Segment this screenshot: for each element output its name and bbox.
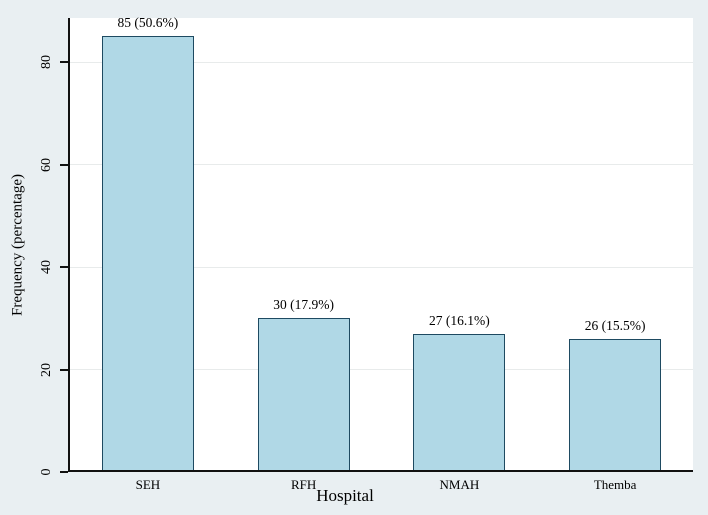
- y-tick-mark-20: [60, 368, 68, 371]
- y-tick-mark-0: [60, 471, 68, 473]
- y-tick-label-0: 0: [39, 468, 54, 476]
- bar-SEH: [101, 36, 194, 472]
- x-tick-label-NMAH: NMAH: [439, 477, 480, 492]
- y-axis-line: [68, 18, 70, 472]
- bar-value-label-SEH: 85 (50.6%): [117, 15, 179, 31]
- gridline-80: [70, 61, 693, 63]
- y-tick-mark-80: [60, 61, 68, 64]
- bar-value-label-RFH: 30 (17.9%): [273, 297, 334, 313]
- y-axis-title: Frequency (percentage): [9, 173, 26, 317]
- gridline-60: [70, 164, 693, 166]
- bar-value-label-NMAH: 27 (16.1%): [429, 312, 490, 328]
- y-tick-mark-40: [60, 266, 68, 269]
- x-axis-title: Hospital: [316, 486, 374, 505]
- x-tick-label-Themba: Themba: [593, 477, 637, 492]
- y-tick-label-40: 40: [39, 260, 54, 275]
- x-tick-label-SEH: SEH: [135, 477, 161, 492]
- x-axis-line: [68, 470, 693, 472]
- bar-value-label-Themba: 26 (15.5%): [584, 317, 646, 333]
- gridline-40: [70, 266, 693, 268]
- x-tick-label-RFH: RFH: [290, 477, 317, 492]
- bar-NMAH: [413, 333, 506, 472]
- gridline-20: [70, 369, 693, 371]
- y-tick-label-20: 20: [39, 362, 54, 377]
- bar-Themba: [569, 338, 662, 472]
- y-tick-label-80: 80: [39, 55, 54, 70]
- y-tick-label-60: 60: [39, 157, 54, 172]
- y-tick-mark-60: [60, 163, 68, 166]
- bar-RFH: [257, 318, 350, 472]
